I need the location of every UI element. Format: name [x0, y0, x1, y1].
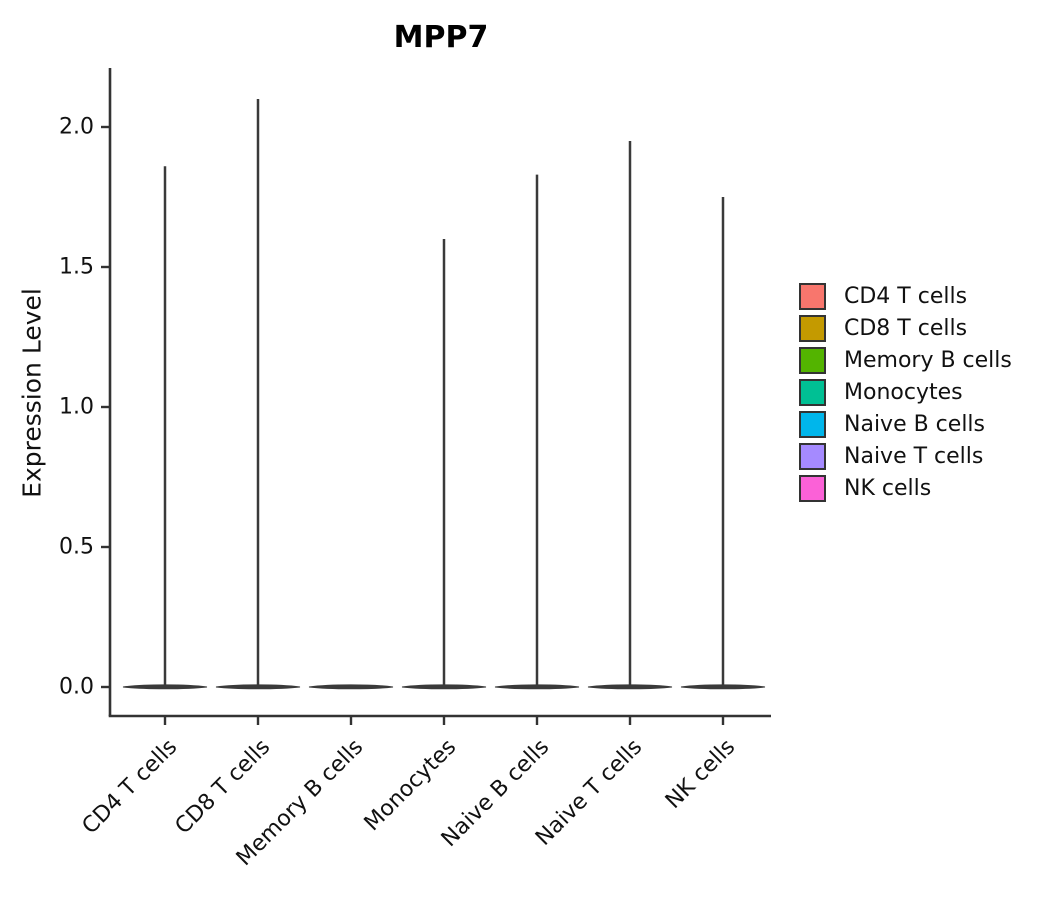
legend-item: CD4 T cells — [799, 283, 1012, 310]
legend-label: Naive B cells — [844, 412, 986, 437]
legend-swatch — [799, 379, 826, 406]
violin-base — [587, 684, 673, 690]
chart-title: MPP7 — [393, 20, 489, 55]
legend-item: Memory B cells — [799, 347, 1012, 374]
legend-label: Monocytes — [844, 380, 963, 405]
x-tick-label: NK cells — [661, 735, 740, 814]
legend-swatch — [799, 411, 826, 438]
legend-swatch — [799, 347, 826, 374]
legend-swatch — [799, 443, 826, 470]
y-tick-label: 2.0 — [59, 115, 94, 140]
x-tick-label: CD4 T cells — [78, 735, 183, 840]
violin-base — [215, 684, 301, 690]
legend-label: Memory B cells — [844, 348, 1012, 373]
legend-swatch — [799, 475, 826, 502]
legend-item: CD8 T cells — [799, 315, 1012, 342]
y-tick-label: 1.0 — [59, 395, 94, 420]
violin-base — [308, 684, 394, 690]
y-tick-label: 0.0 — [59, 675, 94, 700]
x-tick-label: Monocytes — [360, 735, 462, 837]
legend-item: NK cells — [799, 475, 1012, 502]
legend-label: Naive T cells — [844, 444, 984, 469]
violin-base — [401, 684, 487, 690]
legend-swatch — [799, 283, 826, 310]
violin-base — [122, 684, 208, 690]
violin-base — [494, 684, 580, 690]
legend-label: CD4 T cells — [844, 284, 968, 309]
legend-item: Monocytes — [799, 379, 1012, 406]
x-tick-label: CD8 T cells — [171, 735, 276, 840]
y-tick-label: 1.5 — [59, 255, 94, 280]
legend-label: NK cells — [844, 476, 932, 501]
legend: CD4 T cells CD8 T cells Memory B cells Mono… — [799, 283, 1012, 502]
legend-swatch — [799, 315, 826, 342]
legend-label: CD8 T cells — [844, 316, 968, 341]
legend-item: Naive T cells — [799, 443, 1012, 470]
violin-base — [680, 684, 766, 690]
legend-item: Naive B cells — [799, 411, 1012, 438]
y-tick-label: 0.5 — [59, 535, 94, 560]
